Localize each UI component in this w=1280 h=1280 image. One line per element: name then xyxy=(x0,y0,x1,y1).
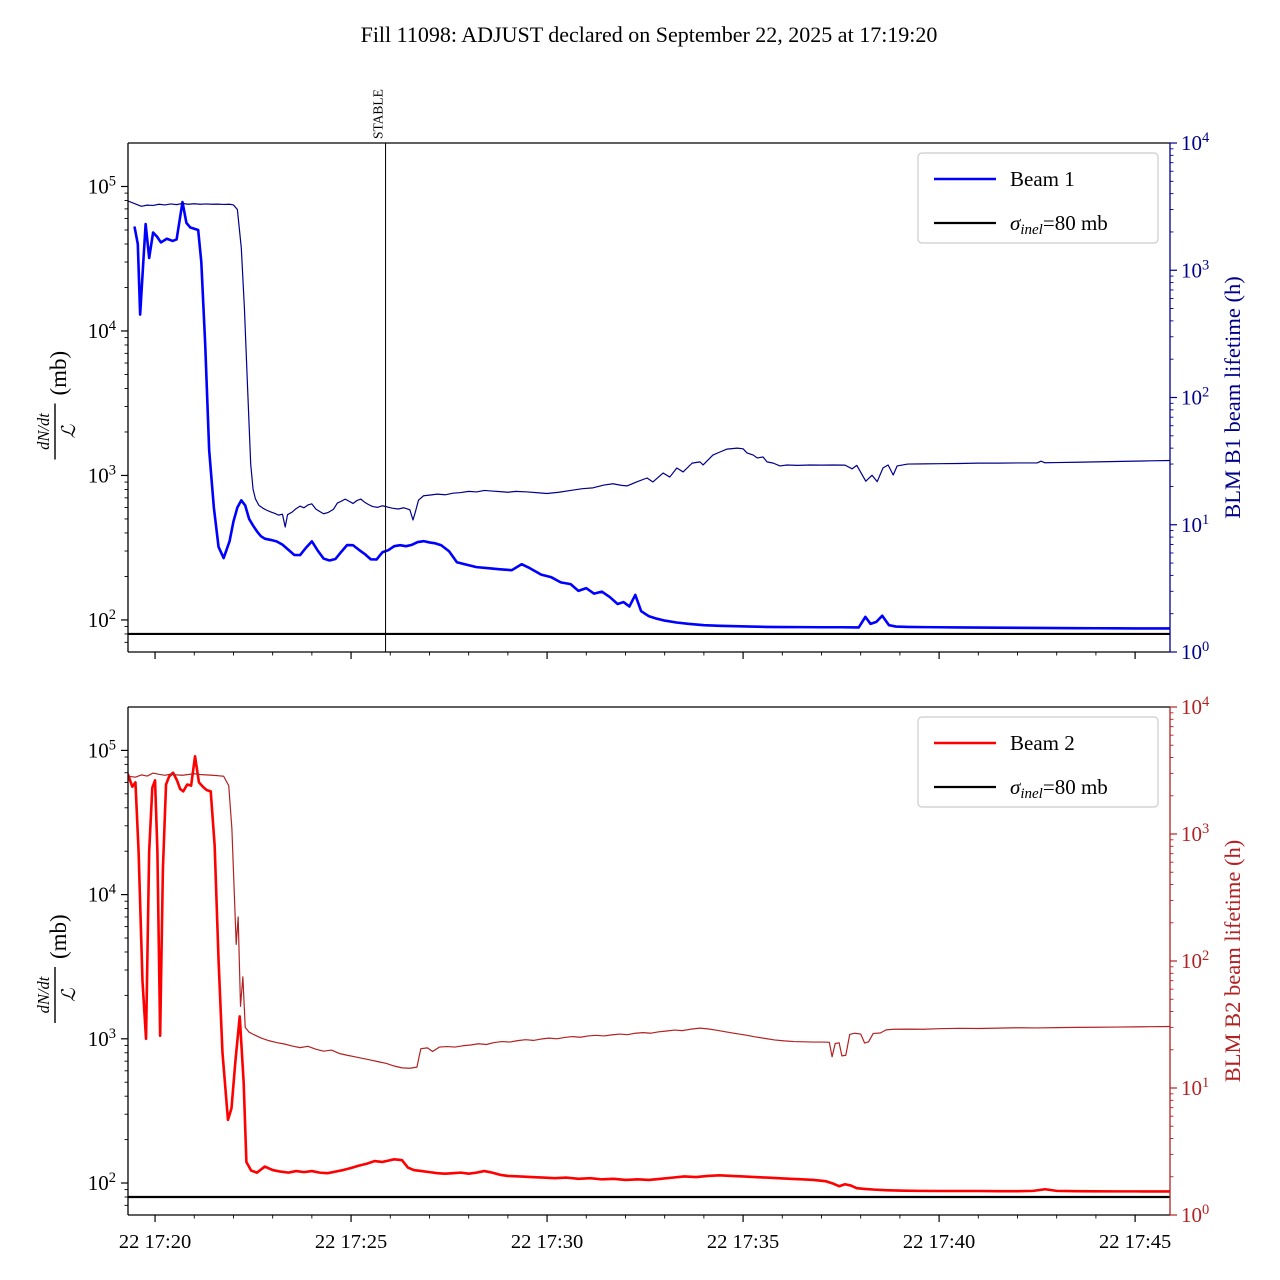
y-right-tick-label: 104 xyxy=(1181,130,1210,155)
blm-b1-beam-lifetime xyxy=(128,200,1170,528)
y-left-tick-label: 104 xyxy=(88,882,117,907)
legend-label: Beam 2 xyxy=(1010,731,1075,755)
y-left-tick-label: 105 xyxy=(88,173,116,198)
y-left-axis: 102 103 104 105 xyxy=(88,737,128,1206)
y-left-tick-label: 102 xyxy=(88,607,116,632)
legend-box xyxy=(917,152,1159,244)
y-right-tick-label: 101 xyxy=(1181,512,1209,537)
y-right-tick-label: 100 xyxy=(1181,1202,1209,1227)
axis-label-unit: (mb) xyxy=(46,351,71,396)
y-left-tick-label: 103 xyxy=(88,462,116,487)
legend-label: Beam 1 xyxy=(1010,167,1075,191)
legend-label-sigma: σinel=80 mb xyxy=(1010,775,1108,802)
y-right-axis: 100 101 102 103 104 xyxy=(1170,130,1210,664)
x-tick-label: 22 17:25 xyxy=(315,1231,387,1253)
y-left-tick-label: 103 xyxy=(88,1026,116,1051)
legend-box xyxy=(917,716,1159,808)
y-left-tick-label: 104 xyxy=(88,318,117,343)
beam1-series xyxy=(128,200,1170,636)
beam1-dndt-over-lumi xyxy=(133,200,1170,630)
x-tick-label: 22 17:35 xyxy=(707,1231,779,1253)
x-axis: 22 17:20 22 17:25 22 17:30 22 17:35 22 17:40… xyxy=(119,1215,1171,1253)
y-right-tick-label: 103 xyxy=(1181,257,1209,282)
y-right-tick-label: 101 xyxy=(1181,1075,1209,1100)
y-left-tick-label: 102 xyxy=(88,1170,116,1195)
axis-label-numerator: dN/dt xyxy=(34,976,53,1013)
y-left-axis: 102 103 104 105 xyxy=(88,173,128,643)
axis-label-numerator: dN/dt xyxy=(34,413,53,450)
y-right-axis-title: BLM B2 beam lifetime (h) xyxy=(1220,840,1245,1082)
stable-annotation-label: STABLE xyxy=(371,89,386,139)
y-left-axis-title: dN/dt ℒ (mb) xyxy=(34,914,80,1023)
blm-b2-beam-lifetime xyxy=(128,772,1170,1069)
axis-label-denominator: ℒ xyxy=(59,423,80,438)
y-right-tick-label: 102 xyxy=(1181,385,1209,410)
y-left-tick-label: 105 xyxy=(88,737,116,762)
y-right-tick-label: 102 xyxy=(1181,948,1209,973)
beam1-panel: STABLE 102 103 104 105 100 101 102 103 104 BLM B1 … xyxy=(34,89,1245,664)
axis-label-denominator: ℒ xyxy=(59,987,80,1002)
beam2-dndt-over-lumi xyxy=(128,755,1170,1193)
y-right-tick-label: 104 xyxy=(1181,694,1210,719)
axis-label-unit: (mb) xyxy=(46,914,71,959)
beam2-panel: 22 17:20 22 17:25 22 17:30 22 17:35 22 17:40… xyxy=(34,694,1245,1253)
y-left-axis-title: dN/dt ℒ (mb) xyxy=(34,351,80,460)
y-right-tick-label: 103 xyxy=(1181,821,1209,846)
beam2-legend: Beam 2 σinel=80 mb xyxy=(917,716,1159,808)
x-tick-label: 22 17:45 xyxy=(1099,1231,1171,1253)
y-right-tick-label: 100 xyxy=(1181,639,1209,664)
y-right-axis: 100 101 102 103 104 xyxy=(1170,694,1210,1227)
x-tick-label: 22 17:20 xyxy=(119,1231,191,1253)
x-tick-label: 22 17:40 xyxy=(903,1231,975,1253)
beam2-series xyxy=(128,755,1170,1199)
x-tick-label: 22 17:30 xyxy=(511,1231,583,1253)
y-right-axis-title: BLM B1 beam lifetime (h) xyxy=(1220,276,1245,518)
beam1-legend: Beam 1 σinel=80 mb xyxy=(917,152,1159,244)
legend-label-sigma: σinel=80 mb xyxy=(1010,211,1108,238)
x-axis xyxy=(154,652,1136,659)
chart-title: Fill 11098: ADJUST declared on September… xyxy=(360,22,938,47)
